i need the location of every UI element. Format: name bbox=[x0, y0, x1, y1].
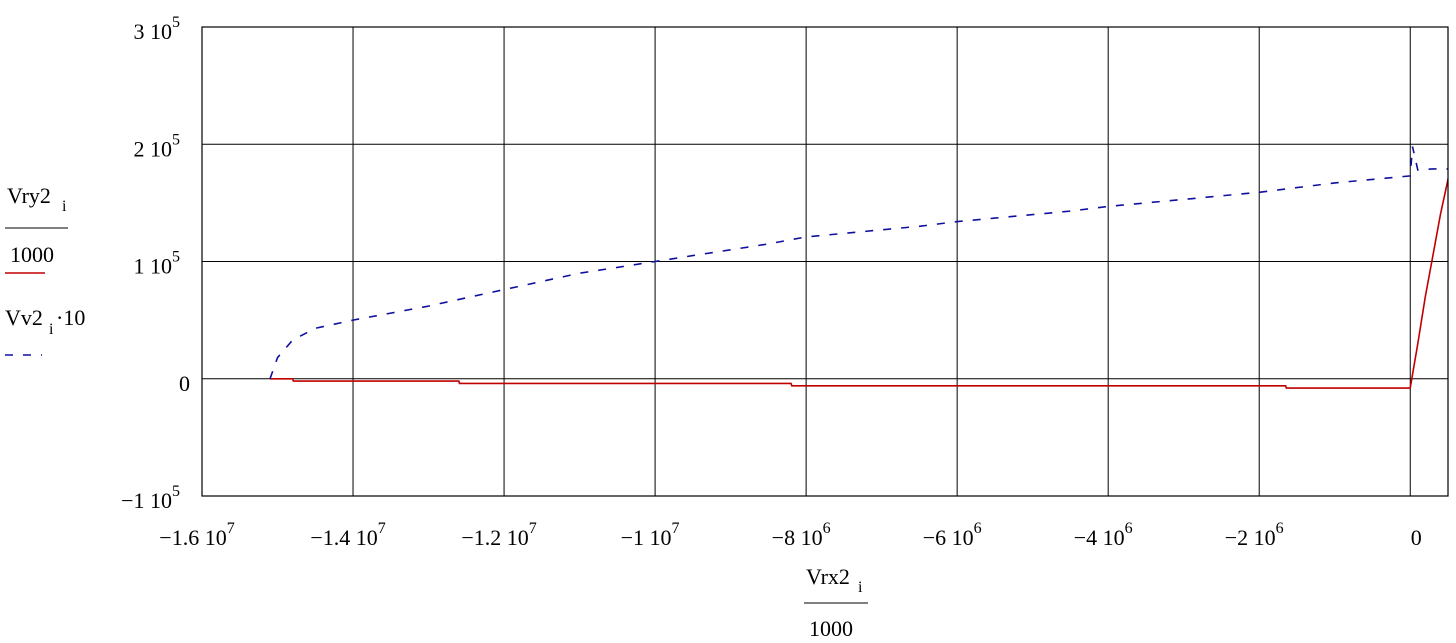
y-axis-label-2: Vv2 i ·10 bbox=[5, 305, 85, 356]
y1-label-main: Vry2 bbox=[7, 183, 51, 208]
y-tick-labels: 3 105 2 105 1 105 0 −1 105 bbox=[121, 14, 190, 513]
y2-label-sub: i bbox=[49, 321, 54, 338]
y1-label-denominator: 1000 bbox=[10, 242, 54, 267]
x-label-main: Vrx2 bbox=[806, 564, 850, 589]
x-tick-label: −1.2 107 bbox=[461, 520, 536, 550]
y-tick-label: −1 105 bbox=[121, 483, 180, 513]
y2-label-suffix: ·10 bbox=[56, 305, 85, 330]
x-tick-label: −6 106 bbox=[923, 520, 982, 550]
series-line-1 bbox=[269, 146, 1448, 380]
x-tick-label: −8 106 bbox=[772, 520, 831, 550]
x-tick-labels: −1.6 107 −1.4 107 −1.2 107 −1 107 −8 106 −6 1… bbox=[159, 520, 1421, 550]
y-tick-label: 0 bbox=[179, 371, 190, 396]
y2-label-main: Vv2 bbox=[5, 305, 43, 330]
y-axis-label-1: Vry2 i 1000 bbox=[5, 183, 68, 274]
y-tick-label: 1 105 bbox=[134, 249, 181, 279]
x-label-sub: i bbox=[858, 579, 863, 596]
x-axis-label: Vrx2 i 1000 bbox=[804, 564, 868, 641]
x-tick-label: −1.4 107 bbox=[310, 520, 385, 550]
y1-label-sub: i bbox=[62, 198, 67, 215]
x-tick-label: −4 106 bbox=[1074, 520, 1133, 550]
series-line-0 bbox=[270, 175, 1448, 389]
x-tick-label: −1.6 107 bbox=[159, 520, 234, 550]
x-label-denominator: 1000 bbox=[809, 616, 853, 641]
x-tick-label: 0 bbox=[1411, 525, 1422, 550]
x-tick-label: −1 107 bbox=[621, 520, 680, 550]
x-tick-label: −2 106 bbox=[1225, 520, 1284, 550]
series-layer bbox=[269, 146, 1448, 389]
grid bbox=[202, 27, 1448, 496]
y-tick-label: 2 105 bbox=[134, 131, 181, 161]
y-tick-label: 3 105 bbox=[134, 14, 181, 44]
plot-frame bbox=[201, 26, 1449, 497]
